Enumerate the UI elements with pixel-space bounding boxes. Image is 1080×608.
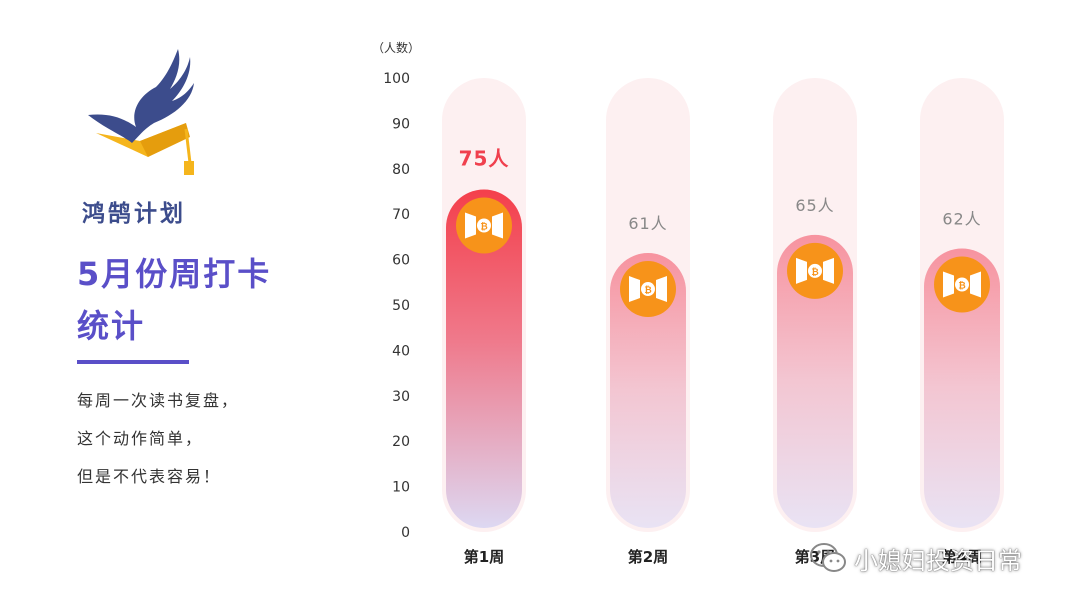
bitcoin-icon: ₿ (620, 261, 676, 318)
bar (610, 253, 686, 528)
svg-text:₿: ₿ (811, 267, 818, 278)
wechat-icon (810, 543, 846, 572)
bar (446, 189, 522, 528)
y-tick-label: 0 (401, 525, 410, 541)
svg-text:₿: ₿ (480, 222, 487, 233)
bar (777, 234, 853, 528)
description: 每周一次读书复盘， 这个动作简单， 但是不代表容易！ (77, 382, 239, 496)
bitcoin-icon: ₿ (934, 256, 990, 313)
x-tick-label: 第4周 (942, 548, 982, 566)
y-tick-label: 100 (383, 71, 410, 87)
page-title: 5月份周打卡 统计 (77, 248, 337, 352)
title-line-1: 5月份周打卡 (77, 255, 272, 293)
x-tick-label: 第2周 (628, 548, 668, 566)
y-tick-label: 10 (392, 480, 410, 496)
watermark-text: 小媳妇投资日常 (854, 546, 1022, 575)
y-axis-label: （人数） (372, 40, 420, 55)
title-underline (77, 360, 189, 364)
y-tick-label: 20 (392, 434, 410, 450)
y-tick-label: 50 (392, 298, 410, 314)
description-line-1: 每周一次读书复盘， (77, 391, 240, 410)
y-tick-label: 80 (392, 162, 410, 178)
data-label: 62人 (942, 210, 981, 229)
y-tick-label: 60 (392, 253, 410, 269)
logo-text: 鸿鹄计划 (82, 200, 186, 227)
y-tick-label: 40 (392, 343, 410, 359)
data-label: 65人 (795, 196, 834, 215)
data-label: 75人 (459, 147, 510, 171)
logo-bird-icon (88, 49, 194, 175)
data-label: 61人 (628, 214, 667, 233)
bitcoin-icon: ₿ (456, 197, 512, 254)
bar (924, 248, 1000, 528)
y-tick-label: 90 (392, 116, 410, 132)
watermark: 小媳妇投资日常 (808, 540, 1022, 576)
y-tick-label: 30 (392, 389, 410, 405)
description-line-2: 这个动作简单， (77, 429, 204, 448)
svg-text:₿: ₿ (958, 281, 965, 292)
x-tick-label: 第1周 (464, 548, 504, 566)
y-tick-label: 70 (392, 207, 410, 223)
description-line-3: 但是不代表容易！ (77, 467, 222, 486)
svg-text:₿: ₿ (644, 285, 651, 296)
bitcoin-icon: ₿ (787, 242, 843, 299)
title-line-2: 统计 (77, 307, 146, 345)
